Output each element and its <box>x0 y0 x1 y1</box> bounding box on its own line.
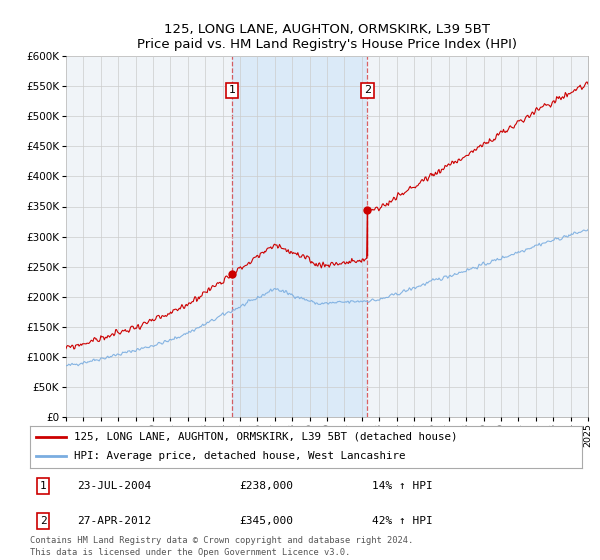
Title: 125, LONG LANE, AUGHTON, ORMSKIRK, L39 5BT
Price paid vs. HM Land Registry's Hou: 125, LONG LANE, AUGHTON, ORMSKIRK, L39 5… <box>137 22 517 50</box>
Text: 2: 2 <box>40 516 47 526</box>
Text: 1: 1 <box>229 85 236 95</box>
Bar <box>232 56 367 417</box>
Text: £238,000: £238,000 <box>240 481 294 491</box>
Text: HPI: Average price, detached house, West Lancashire: HPI: Average price, detached house, West… <box>74 451 406 461</box>
Text: 23-JUL-2004: 23-JUL-2004 <box>77 481 151 491</box>
Text: £345,000: £345,000 <box>240 516 294 526</box>
Text: 125, LONG LANE, AUGHTON, ORMSKIRK, L39 5BT (detached house): 125, LONG LANE, AUGHTON, ORMSKIRK, L39 5… <box>74 432 458 442</box>
Text: 27-APR-2012: 27-APR-2012 <box>77 516 151 526</box>
Text: 2: 2 <box>364 85 371 95</box>
Text: 42% ↑ HPI: 42% ↑ HPI <box>372 516 433 526</box>
Text: Contains HM Land Registry data © Crown copyright and database right 2024.
This d: Contains HM Land Registry data © Crown c… <box>30 536 413 557</box>
Text: 1: 1 <box>40 481 47 491</box>
Text: 14% ↑ HPI: 14% ↑ HPI <box>372 481 433 491</box>
